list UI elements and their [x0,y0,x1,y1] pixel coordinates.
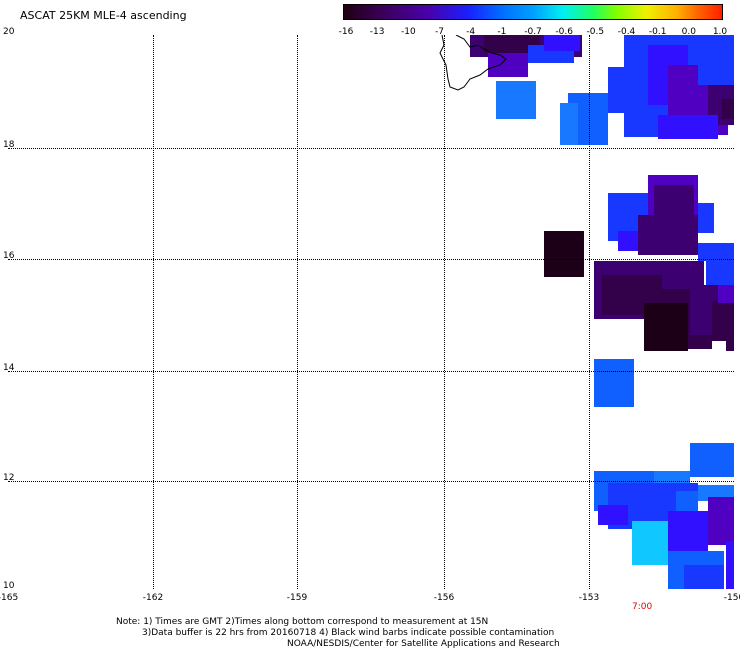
latitude-label: 20 [3,27,15,37]
map-area [8,35,734,589]
latitude-gridline [8,259,734,260]
longitude-label: -156 [433,593,455,603]
latitude-gridline [8,148,734,149]
wind-data-cell [654,185,694,215]
colorbar-tick-label: -1 [497,27,507,37]
longitude-gridline [297,35,298,589]
colorbar-tick-label: -0.7 [524,27,542,37]
wind-data-cell [624,113,658,137]
longitude-label: -150 [723,593,740,603]
wind-data-cell [718,285,734,303]
wind-data-cell [560,103,578,145]
wind-data-cell [496,81,536,119]
map-title: ASCAT 25KM MLE-4 ascending [20,9,187,22]
wind-data-cell [690,443,734,477]
wind-data-cell [488,53,528,77]
longitude-gridline [153,35,154,589]
time-label: 7:00 [632,602,653,612]
wind-data-cell [484,35,540,53]
colorbar-tick-label: 1.0 [712,27,728,37]
colorbar-tick-label: -0.4 [617,27,636,37]
latitude-gridline [8,371,734,372]
note-line-3: NOAA/NESDIS/Center for Satellite Applica… [287,639,560,649]
latitude-gridline [8,481,734,482]
longitude-gridline [444,35,445,589]
wind-data-cell [684,565,724,589]
wind-data-cell [644,303,688,351]
wind-data-cell [722,99,734,119]
latitude-label: 14 [3,363,15,373]
colorbar-tick-label: -0.1 [648,27,667,37]
longitude-gridline [589,35,590,589]
wind-data-cell [668,511,708,555]
colorbar-tick-label: -13 [369,27,385,37]
wind-data-cell [698,243,734,261]
wind-data-cell [658,115,718,139]
wind-data-cell [726,335,734,351]
wind-data-cell [706,259,734,285]
colorbar-tick-label: -0.5 [586,27,605,37]
note-line-2: 3)Data buffer is 22 hrs from 20160718 4)… [142,628,555,638]
wind-data-cell [708,497,734,545]
wind-data-cell [676,491,698,515]
wind-data-cell [544,231,584,277]
wind-data-cell [594,359,634,407]
wind-data-cell [726,541,734,589]
colorbar-tick-label: 0.0 [681,27,696,37]
longitude-label: -159 [286,593,308,603]
latitude-label: 16 [3,251,15,261]
longitude-label: -165 [0,593,19,603]
latitude-label: 12 [3,473,15,483]
note-line-1: Note: 1) Times are GMT 2)Times along bot… [116,617,489,627]
wind-data-cell [712,301,734,341]
colorbar-tick-label: -16 [338,27,354,37]
longitude-label: -162 [142,593,164,603]
wind-data-cell [638,215,698,255]
colorbar [343,4,723,20]
colorbar-tick-label: -7 [435,27,444,37]
longitude-label: -153 [578,593,600,603]
wind-data-cell [698,45,734,85]
wind-data-cell [598,505,628,525]
colorbar-tick-label: -4 [466,27,476,37]
wind-data-cell [544,35,580,51]
wind-data-cell [698,203,714,233]
latitude-label: 10 [3,581,15,591]
hawaii-coastline [439,35,507,91]
colorbar-tick-label: -0.6 [555,27,573,37]
latitude-label: 18 [3,140,15,150]
wind-data-cell [632,521,672,565]
colorbar-tick-label: -10 [400,27,416,37]
